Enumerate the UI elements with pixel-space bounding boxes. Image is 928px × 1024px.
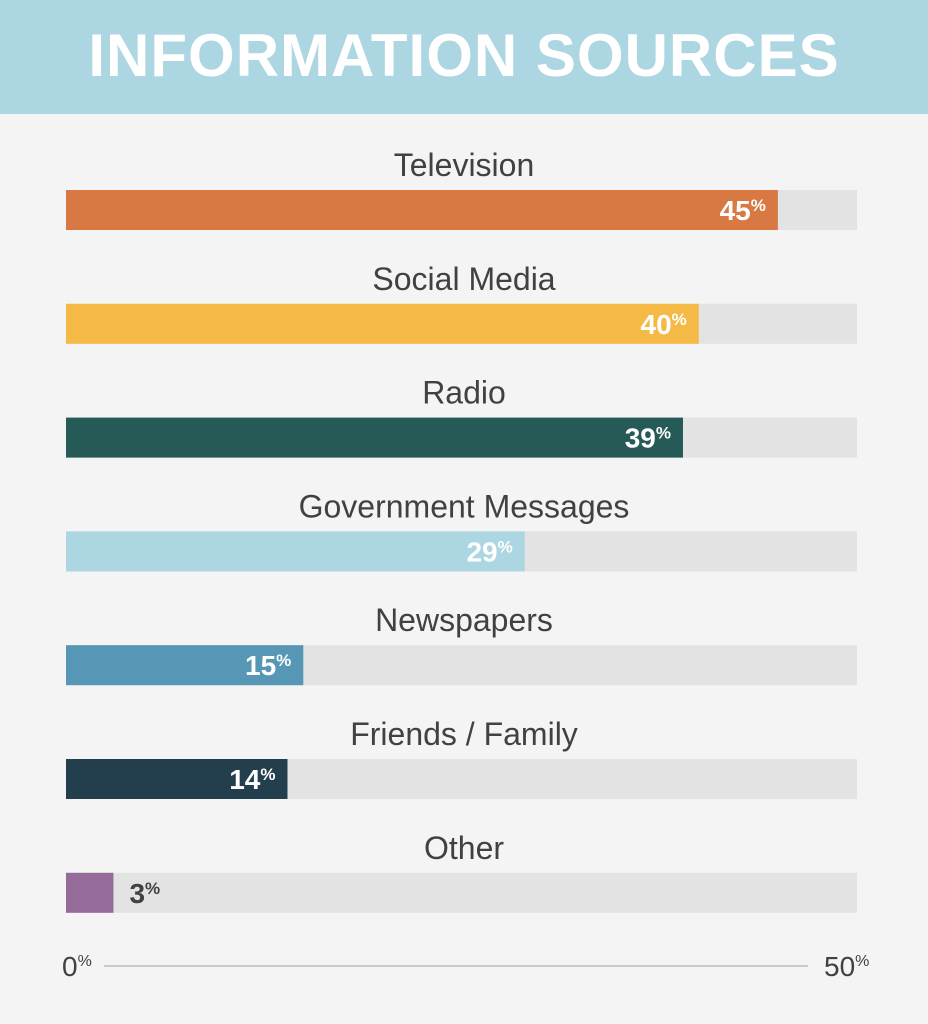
category-label-television: Television bbox=[394, 147, 535, 183]
bar-social-media bbox=[66, 303, 699, 344]
category-label-friends-family: Friends / Family bbox=[350, 716, 578, 752]
chart-title: INFORMATION SOURCES bbox=[88, 21, 840, 89]
bar-other bbox=[66, 872, 114, 913]
x-axis-max-label: 50% bbox=[824, 951, 869, 982]
x-axis-min-label: 0% bbox=[62, 951, 92, 982]
bar-newspapers bbox=[66, 645, 304, 686]
category-label-social-media: Social Media bbox=[372, 261, 555, 297]
bar-track-other bbox=[66, 872, 857, 913]
bar-government-messages bbox=[66, 531, 525, 572]
category-label-newspapers: Newspapers bbox=[375, 602, 553, 638]
category-label-other: Other bbox=[424, 830, 504, 866]
value-label-other: 3% bbox=[129, 878, 160, 909]
bar-friends-family bbox=[66, 759, 288, 799]
bar-television bbox=[66, 190, 778, 230]
category-label-government-messages: Government Messages bbox=[299, 488, 630, 524]
category-label-radio: Radio bbox=[422, 375, 506, 411]
chart-header: INFORMATION SOURCES bbox=[0, 0, 928, 114]
bar-radio bbox=[66, 417, 683, 458]
